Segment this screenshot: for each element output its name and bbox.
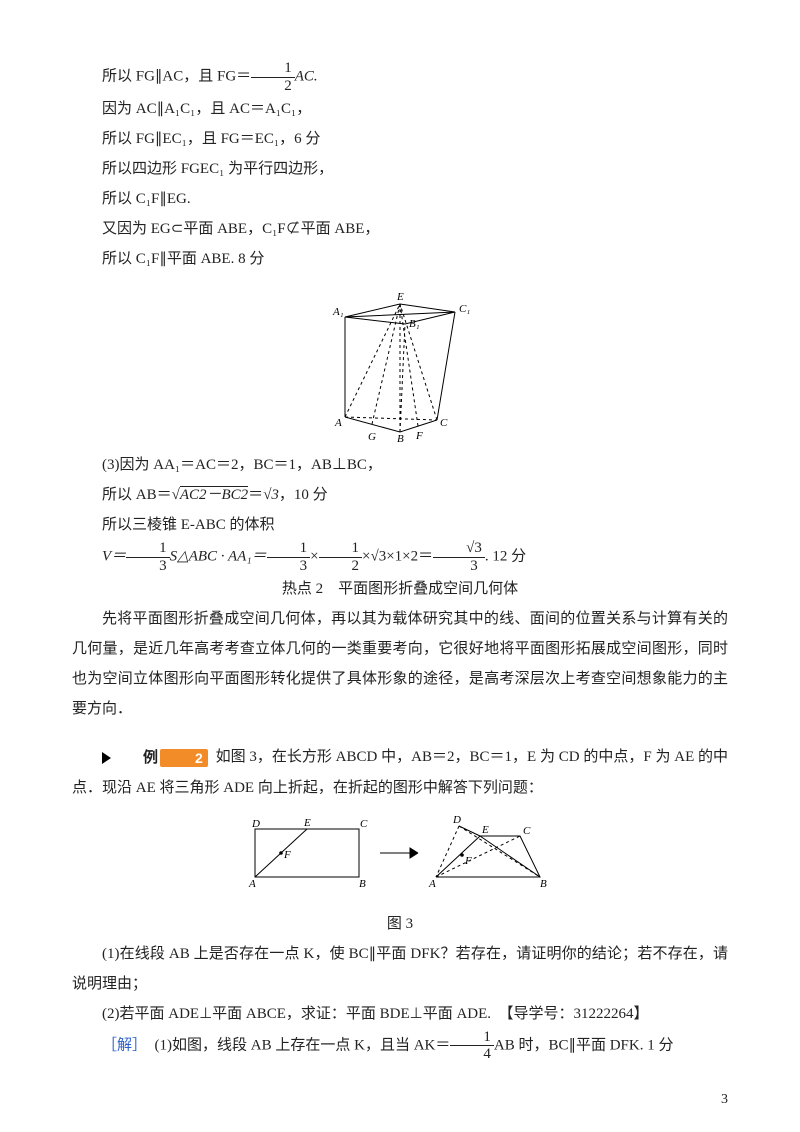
t: 所以 FG∥AC，且 FG＝ <box>102 68 251 84</box>
svg-text:B: B <box>540 878 547 890</box>
page-number: 3 <box>721 1086 728 1114</box>
t: ×√3×1×2＝ <box>362 548 433 564</box>
solution-line: ［解］ (1)如图，线段 AB 上存在一点 K，且当 AK＝14AB 时，BC∥… <box>72 1029 728 1063</box>
line-2: 因为 AC∥A₁C₁，且 AC＝A₁C₁， <box>72 94 728 124</box>
svg-text:A: A <box>428 878 436 890</box>
volume-line: V＝13S△ABC · AA₁＝13×12×√3×1×2＝√33. 12 分 <box>72 540 728 574</box>
t: S△ABC · AA₁＝ <box>170 548 267 564</box>
question-1: (1)在线段 AB 上是否存在一点 K，使 BC∥平面 DFK？若存在，请证明你… <box>72 939 728 999</box>
frac-14: 14 <box>450 1029 494 1063</box>
line-8: (3)因为 AA₁＝AC＝2，BC＝1，AB⊥BC， <box>72 450 728 480</box>
line-6: 又因为 EG⊂平面 ABE，C₁F⊄平面 ABE， <box>72 214 728 244</box>
line-1: 所以 FG∥AC，且 FG＝12AC. <box>72 60 728 94</box>
svg-text:E: E <box>396 291 404 303</box>
sqrt-expr: √AC2－BC2 <box>172 486 249 503</box>
t: . 12 分 <box>485 548 526 564</box>
line-9: 所以 AB＝√AC2－BC2＝√3，10 分 <box>72 480 728 510</box>
example-block: 例 2 如图 3，在长方形 ABCD 中，AB＝2，BC＝1，E 为 CD 的中… <box>72 742 728 803</box>
svg-text:D: D <box>452 814 461 826</box>
frac-half-1: 12 <box>251 60 295 94</box>
t: ，10 分 <box>279 487 328 503</box>
prism-figure: A₁ E C₁ B₁ A G B F C <box>315 282 485 442</box>
hotspot-title: 热点 2 平面图形折叠成空间几何体 <box>72 574 728 604</box>
line-4: 所以四边形 FGEC₁ 为平行四边形， <box>72 154 728 184</box>
svg-text:F: F <box>464 855 472 867</box>
svg-text:C: C <box>440 417 448 429</box>
svg-text:B: B <box>397 433 404 442</box>
svg-text:D: D <box>251 818 260 830</box>
frac-r3: √33 <box>433 540 485 574</box>
frac-13-1: 13 <box>126 540 170 574</box>
t: AB 时，BC∥平面 DFK. 1 分 <box>494 1037 674 1053</box>
svg-text:F: F <box>415 430 423 442</box>
line-10: 所以三棱锥 E-ABC 的体积 <box>72 510 728 540</box>
svg-text:F: F <box>283 849 291 861</box>
example-label: 例 2 <box>102 743 208 773</box>
line-3: 所以 FG∥EC₁，且 FG＝EC₁，6 分 <box>72 124 728 154</box>
frac-12: 12 <box>319 540 363 574</box>
t: (1)如图，线段 AB 上存在一点 K，且当 AK＝ <box>155 1037 451 1053</box>
figure-caption: 图 3 <box>72 909 728 939</box>
svg-text:A: A <box>248 878 256 890</box>
example-number: 2 <box>160 749 208 767</box>
solution-label: ［解］ <box>102 1037 140 1053</box>
line-7: 所以 C₁F∥平面 ABE. 8 分 <box>72 244 728 274</box>
t: × <box>310 548 318 564</box>
svg-text:B: B <box>359 878 366 890</box>
sqrt-eq: √3 <box>263 487 279 503</box>
frac-13-2: 13 <box>267 540 311 574</box>
svg-text:E: E <box>481 824 489 836</box>
example-word: 例 <box>113 743 158 773</box>
svg-text:B₁: B₁ <box>409 318 420 330</box>
svg-text:A₁: A₁ <box>332 306 344 318</box>
svg-text:C₁: C₁ <box>459 303 470 315</box>
line-5: 所以 C₁F∥EG. <box>72 184 728 214</box>
svg-text:C: C <box>523 825 531 837</box>
svg-text:E: E <box>303 817 311 829</box>
svg-text:G: G <box>368 431 376 442</box>
t: 所以 AB＝ <box>102 487 172 503</box>
t: AC. <box>295 68 318 84</box>
svg-text:C: C <box>360 818 368 830</box>
t: V＝ <box>102 548 126 564</box>
question-2: (2)若平面 ADE⊥平面 ABCE，求证：平面 BDE⊥平面 ADE. 【导学… <box>72 999 728 1029</box>
fold-figure: D E C A B F D E C A B F <box>240 811 560 901</box>
triangle-icon <box>102 752 111 764</box>
svg-text:A: A <box>334 417 342 429</box>
paragraph: 先将平面图形折叠成空间几何体，再以其为载体研究其中的线、面间的位置关系与计算有关… <box>72 604 728 724</box>
